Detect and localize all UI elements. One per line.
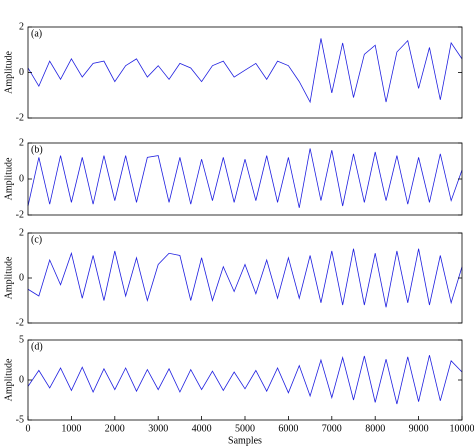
signal-line — [27, 38, 463, 104]
axes-box — [27, 339, 463, 421]
panel-label: (c) — [31, 234, 42, 245]
x-tick-label: 6000 — [278, 423, 298, 434]
signal-line — [27, 148, 463, 208]
axes-box — [27, 26, 463, 119]
y-tick-label: 0 — [19, 173, 24, 184]
axes-box — [27, 232, 463, 324]
x-tick-label: 7000 — [322, 423, 342, 434]
panel-label: (b) — [31, 144, 43, 155]
panel-label: (d) — [31, 341, 43, 352]
y-tick-label: -2 — [16, 209, 24, 220]
x-tick-label: 0 — [26, 423, 31, 434]
y-tick-label: -2 — [16, 112, 24, 123]
y-tick-label: 2 — [19, 137, 24, 148]
y-tick-label: -2 — [16, 317, 24, 328]
x-tick-label: 1000 — [61, 423, 81, 434]
x-tick-label: 4000 — [192, 423, 212, 434]
x-tick-label: 10000 — [450, 423, 474, 434]
signal-line — [27, 355, 463, 405]
x-tick-label: 3000 — [148, 423, 168, 434]
y-tick-label: 2 — [19, 21, 24, 32]
y-axis-label: Amplitude — [3, 157, 14, 200]
x-tick-label: 5000 — [235, 423, 255, 434]
y-tick-label: 5 — [19, 334, 24, 345]
y-axis-label: Amplitude — [3, 256, 14, 299]
y-tick-label: 0 — [19, 272, 24, 283]
signal-line — [27, 248, 463, 308]
y-tick-label: 2 — [19, 227, 24, 238]
y-tick-label: 0 — [19, 67, 24, 78]
panel-label: (a) — [31, 28, 42, 39]
x-tick-label: 2000 — [105, 423, 125, 434]
x-axis-label: Samples — [228, 435, 262, 446]
y-axis-label: Amplitude — [3, 358, 14, 401]
y-tick-label: 0 — [19, 374, 24, 385]
y-axis-label: Amplitude — [3, 51, 14, 94]
x-tick-label: 8000 — [365, 423, 385, 434]
x-tick-label: 9000 — [409, 423, 429, 434]
y-tick-label: -5 — [16, 414, 24, 425]
